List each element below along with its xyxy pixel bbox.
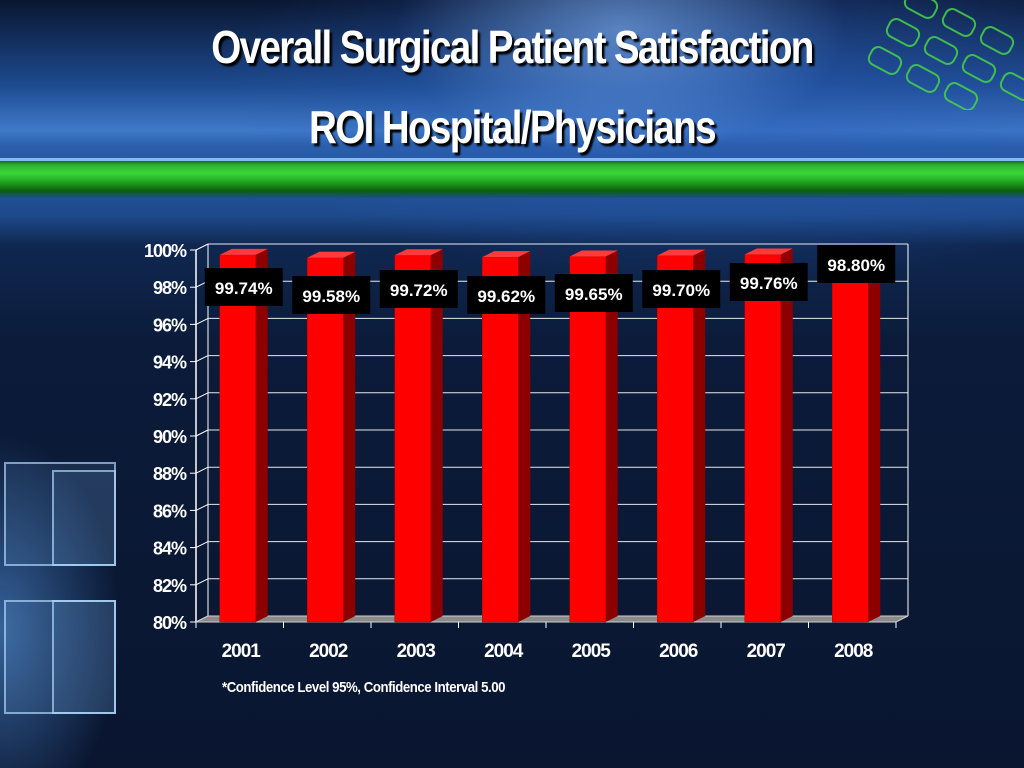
data-label: 99.74% xyxy=(204,268,283,306)
green-header-band xyxy=(0,158,1024,198)
data-label-box xyxy=(554,274,633,312)
data-label-text: 99.65% xyxy=(565,285,623,304)
data-label-text: 99.58% xyxy=(302,287,360,306)
slide-title: Overall Surgical Patient Satisfaction xyxy=(211,21,814,73)
x-tick-label: 2003 xyxy=(397,641,436,662)
data-label: 99.62% xyxy=(467,276,546,314)
bar xyxy=(657,255,694,623)
x-tick-label: 2006 xyxy=(659,641,698,662)
bar xyxy=(482,256,519,623)
bar-side xyxy=(343,251,356,622)
x-tick-label: 2008 xyxy=(834,641,873,662)
bar-top xyxy=(657,249,706,256)
bar xyxy=(569,256,606,623)
bar-side xyxy=(605,250,618,622)
data-label-text: 98.80% xyxy=(827,256,885,275)
gridline-edge xyxy=(195,541,209,549)
y-tick-label: 100% xyxy=(144,241,187,261)
bar-side xyxy=(518,251,531,622)
data-label-text: 99.62% xyxy=(477,287,535,306)
data-label-text: 99.72% xyxy=(390,281,448,300)
chart-floor xyxy=(195,615,909,623)
x-tick-label: 2001 xyxy=(222,641,262,662)
y-tick-label: 84% xyxy=(153,539,187,559)
chart-footnote: *Confidence Level 95%, Confidence Interv… xyxy=(222,679,506,696)
y-tick-label: 96% xyxy=(153,315,187,335)
y-tick-label: 90% xyxy=(153,427,187,447)
x-tick-label: 2005 xyxy=(572,641,612,662)
x-tick-label: 2007 xyxy=(747,641,786,662)
y-tick-label: 92% xyxy=(153,390,187,410)
x-tick-label: 2004 xyxy=(484,641,524,662)
bar-side xyxy=(255,248,268,622)
data-label: 99.72% xyxy=(379,270,458,308)
data-label-box xyxy=(817,245,896,283)
slide-subtitle: ROI Hospital/Physicians xyxy=(309,101,717,153)
y-tick-label: 98% xyxy=(153,278,187,298)
bar-top xyxy=(219,248,268,255)
y-tick-label: 86% xyxy=(153,501,187,521)
bar-side xyxy=(780,248,793,623)
data-label-box xyxy=(729,263,808,301)
bar-top xyxy=(307,251,356,258)
gridline-edge xyxy=(195,355,209,363)
data-label-text: 99.70% xyxy=(652,281,710,300)
bar-top xyxy=(482,251,531,258)
y-tick-label: 94% xyxy=(153,353,187,373)
bar xyxy=(832,272,869,623)
data-label-box xyxy=(204,268,283,306)
glass-panel-decoration xyxy=(0,430,170,768)
bar-top xyxy=(744,248,793,255)
bar-top xyxy=(569,250,618,257)
y-tick-label: 80% xyxy=(153,613,187,633)
data-label-text: 99.74% xyxy=(215,279,273,298)
data-label-box xyxy=(467,276,546,314)
x-tick-label: 2002 xyxy=(309,641,348,662)
y-tick-label: 82% xyxy=(153,576,187,596)
y-tick-label: 88% xyxy=(153,464,187,484)
gridline-edge xyxy=(195,578,209,586)
bar xyxy=(219,254,256,623)
data-label: 99.65% xyxy=(554,274,633,312)
gridline-edge xyxy=(195,392,209,400)
glass-frame-decoration xyxy=(52,600,116,714)
gridline-edge xyxy=(195,243,209,251)
bar xyxy=(744,254,781,623)
bar-top xyxy=(394,249,443,256)
gridline-edge xyxy=(195,503,209,511)
data-label-box xyxy=(379,270,458,308)
gridline-edge xyxy=(195,429,209,437)
gridline-edge xyxy=(195,317,209,325)
data-label-text: 99.76% xyxy=(740,274,798,293)
gridline-edge xyxy=(195,466,209,474)
bar xyxy=(394,254,431,623)
bar-side xyxy=(430,249,443,622)
data-label-box xyxy=(292,276,371,314)
data-label: 98.80% xyxy=(817,245,896,283)
data-label-box xyxy=(642,270,721,308)
data-label: 99.76% xyxy=(729,263,808,301)
data-label: 99.58% xyxy=(292,276,371,314)
bar-side xyxy=(693,249,706,622)
data-label: 99.70% xyxy=(642,270,721,308)
bar xyxy=(307,257,344,623)
glass-frame-decoration xyxy=(52,470,116,566)
bar-side xyxy=(868,266,881,622)
